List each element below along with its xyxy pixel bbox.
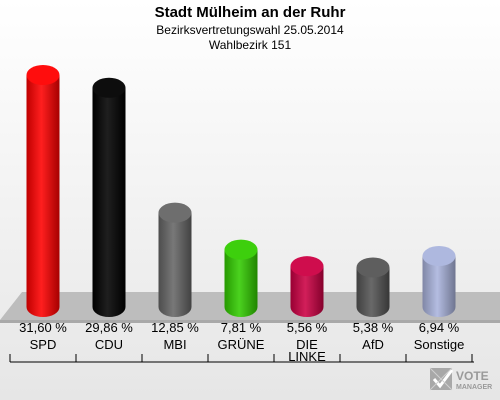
bar-spd xyxy=(26,65,60,317)
chart-floor-front xyxy=(0,320,500,323)
logo-line-2: MANAGER xyxy=(456,384,492,391)
category-label: CDU xyxy=(95,337,123,352)
value-label: 31,60 % xyxy=(19,320,67,335)
bar-sonstige xyxy=(422,246,456,317)
category-label: SPD xyxy=(30,337,57,352)
category-label: GRÜNE xyxy=(218,337,265,352)
category-label: AfD xyxy=(362,337,384,352)
bar-mbi xyxy=(158,202,192,317)
value-label: 5,56 % xyxy=(287,320,328,335)
value-label: 6,94 % xyxy=(419,320,460,335)
vote-manager-logo: VOTE MANAGER xyxy=(429,367,492,391)
checkmark-icon xyxy=(429,367,454,391)
value-label: 7,81 % xyxy=(221,320,262,335)
bar-afd xyxy=(356,257,390,317)
chart-title: Stadt Mülheim an der Ruhr xyxy=(155,4,346,21)
labels-group: 31,60 % SPD 29,86 % CDU 12,85 % MBI 7,81 % GRÜN… xyxy=(9,320,473,364)
value-label: 29,86 % xyxy=(85,320,133,335)
category-label: MBI xyxy=(163,337,186,352)
chart-subtitle: Bezirksvertretungswahl 25.05.2014 xyxy=(156,23,344,37)
category-label: LINKE xyxy=(288,349,326,364)
chart-subtitle-2: Wahlbezirk 151 xyxy=(209,38,292,52)
bar-grüne xyxy=(224,239,258,317)
value-label: 12,85 % xyxy=(151,320,199,335)
category-label: Sonstige xyxy=(414,337,465,352)
bar-cdu xyxy=(92,77,126,317)
bars-group xyxy=(26,65,456,317)
value-label: 5,38 % xyxy=(353,320,394,335)
category-label: DIE xyxy=(296,337,318,352)
bar-die-linke xyxy=(290,256,324,317)
logo-line-1: VOTE xyxy=(456,369,489,383)
